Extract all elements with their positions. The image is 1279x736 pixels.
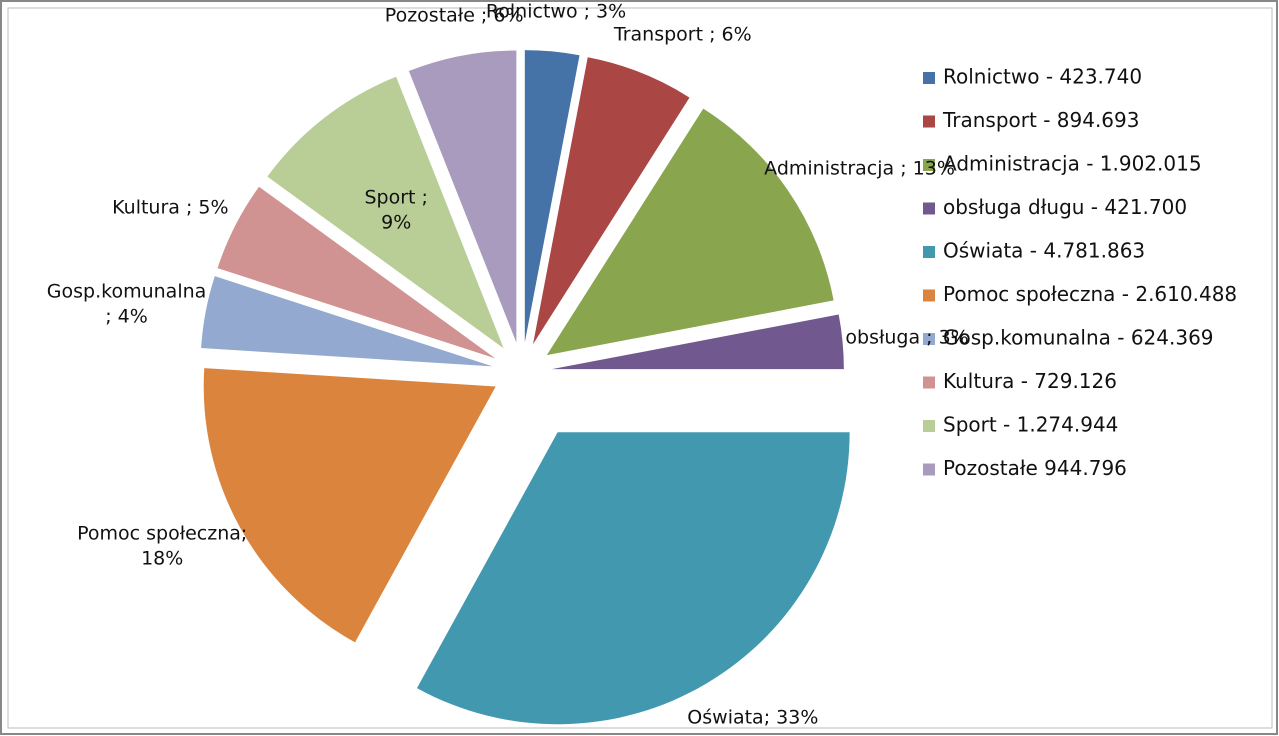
legend-label: obsługa długu - 421.700 [943, 195, 1187, 219]
data-label: Transport ; 6% [613, 24, 752, 47]
pie-slice [546, 108, 834, 356]
legend-swatch [923, 420, 935, 432]
legend-swatch [923, 463, 935, 476]
data-label: Kultura ; 5% [112, 196, 229, 219]
legend-label: Transport - 894.693 [942, 108, 1139, 132]
legend-swatch [923, 333, 935, 345]
pie-slice [416, 432, 850, 725]
plot-frame [7, 7, 1273, 729]
pie-slice [201, 276, 493, 367]
legend-label: Pozostałe 944.796 [943, 456, 1127, 480]
pie-slice [217, 186, 496, 359]
legend-swatch [923, 72, 935, 84]
data-label: Gosp.komunalna ; 4% [46, 280, 207, 328]
legend-label: Administracja - 1.902.015 [943, 152, 1202, 176]
legend-swatch [923, 376, 935, 389]
legend-label: Sport - 1.274.944 [943, 413, 1118, 437]
pie-slice [267, 76, 504, 349]
legend-label: Kultura - 729.126 [943, 369, 1117, 393]
legend-label: Gosp.komunalna - 624.369 [943, 326, 1214, 350]
pie-slice [533, 57, 690, 345]
legend-label: Rolnictwo - 423.740 [943, 65, 1142, 89]
legend-label: Oświata - 4.781.863 [943, 239, 1145, 263]
data-label: Oświata; 33% [687, 706, 819, 729]
data-label: Rolnictwo ; 3% [485, 0, 627, 23]
data-label: obsługa ; 3% [845, 326, 969, 349]
legend-swatch [923, 159, 935, 171]
legend-label: Pomoc społeczna - 2.610.488 [943, 282, 1237, 306]
pie-slice [524, 50, 580, 343]
data-label: Sport ; 9% [364, 186, 428, 233]
data-label: Pozostałe ; 6% [384, 5, 524, 28]
legend-swatch [923, 202, 935, 215]
pie-slice [551, 314, 844, 370]
data-label: Pomoc społeczna; 18% [77, 522, 248, 570]
legend-swatch [923, 115, 935, 128]
data-label: Administracja ; 13% [764, 157, 955, 180]
legend-swatch [923, 246, 935, 258]
pie-slice [408, 50, 517, 343]
legend-swatch [923, 289, 935, 302]
pie-slice [203, 368, 496, 643]
